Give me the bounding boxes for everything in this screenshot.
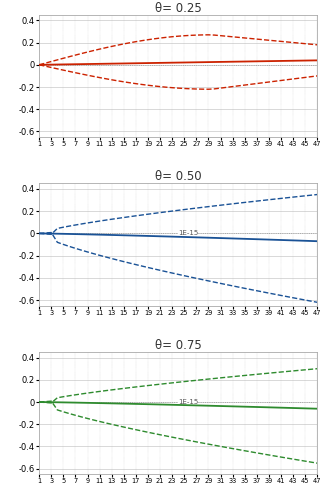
Title: θ= 0.25: θ= 0.25 (155, 2, 201, 15)
Text: 1E-15: 1E-15 (178, 399, 198, 405)
Title: θ= 0.50: θ= 0.50 (155, 170, 201, 183)
Text: 1E-15: 1E-15 (178, 230, 198, 237)
Title: θ= 0.75: θ= 0.75 (155, 339, 201, 352)
